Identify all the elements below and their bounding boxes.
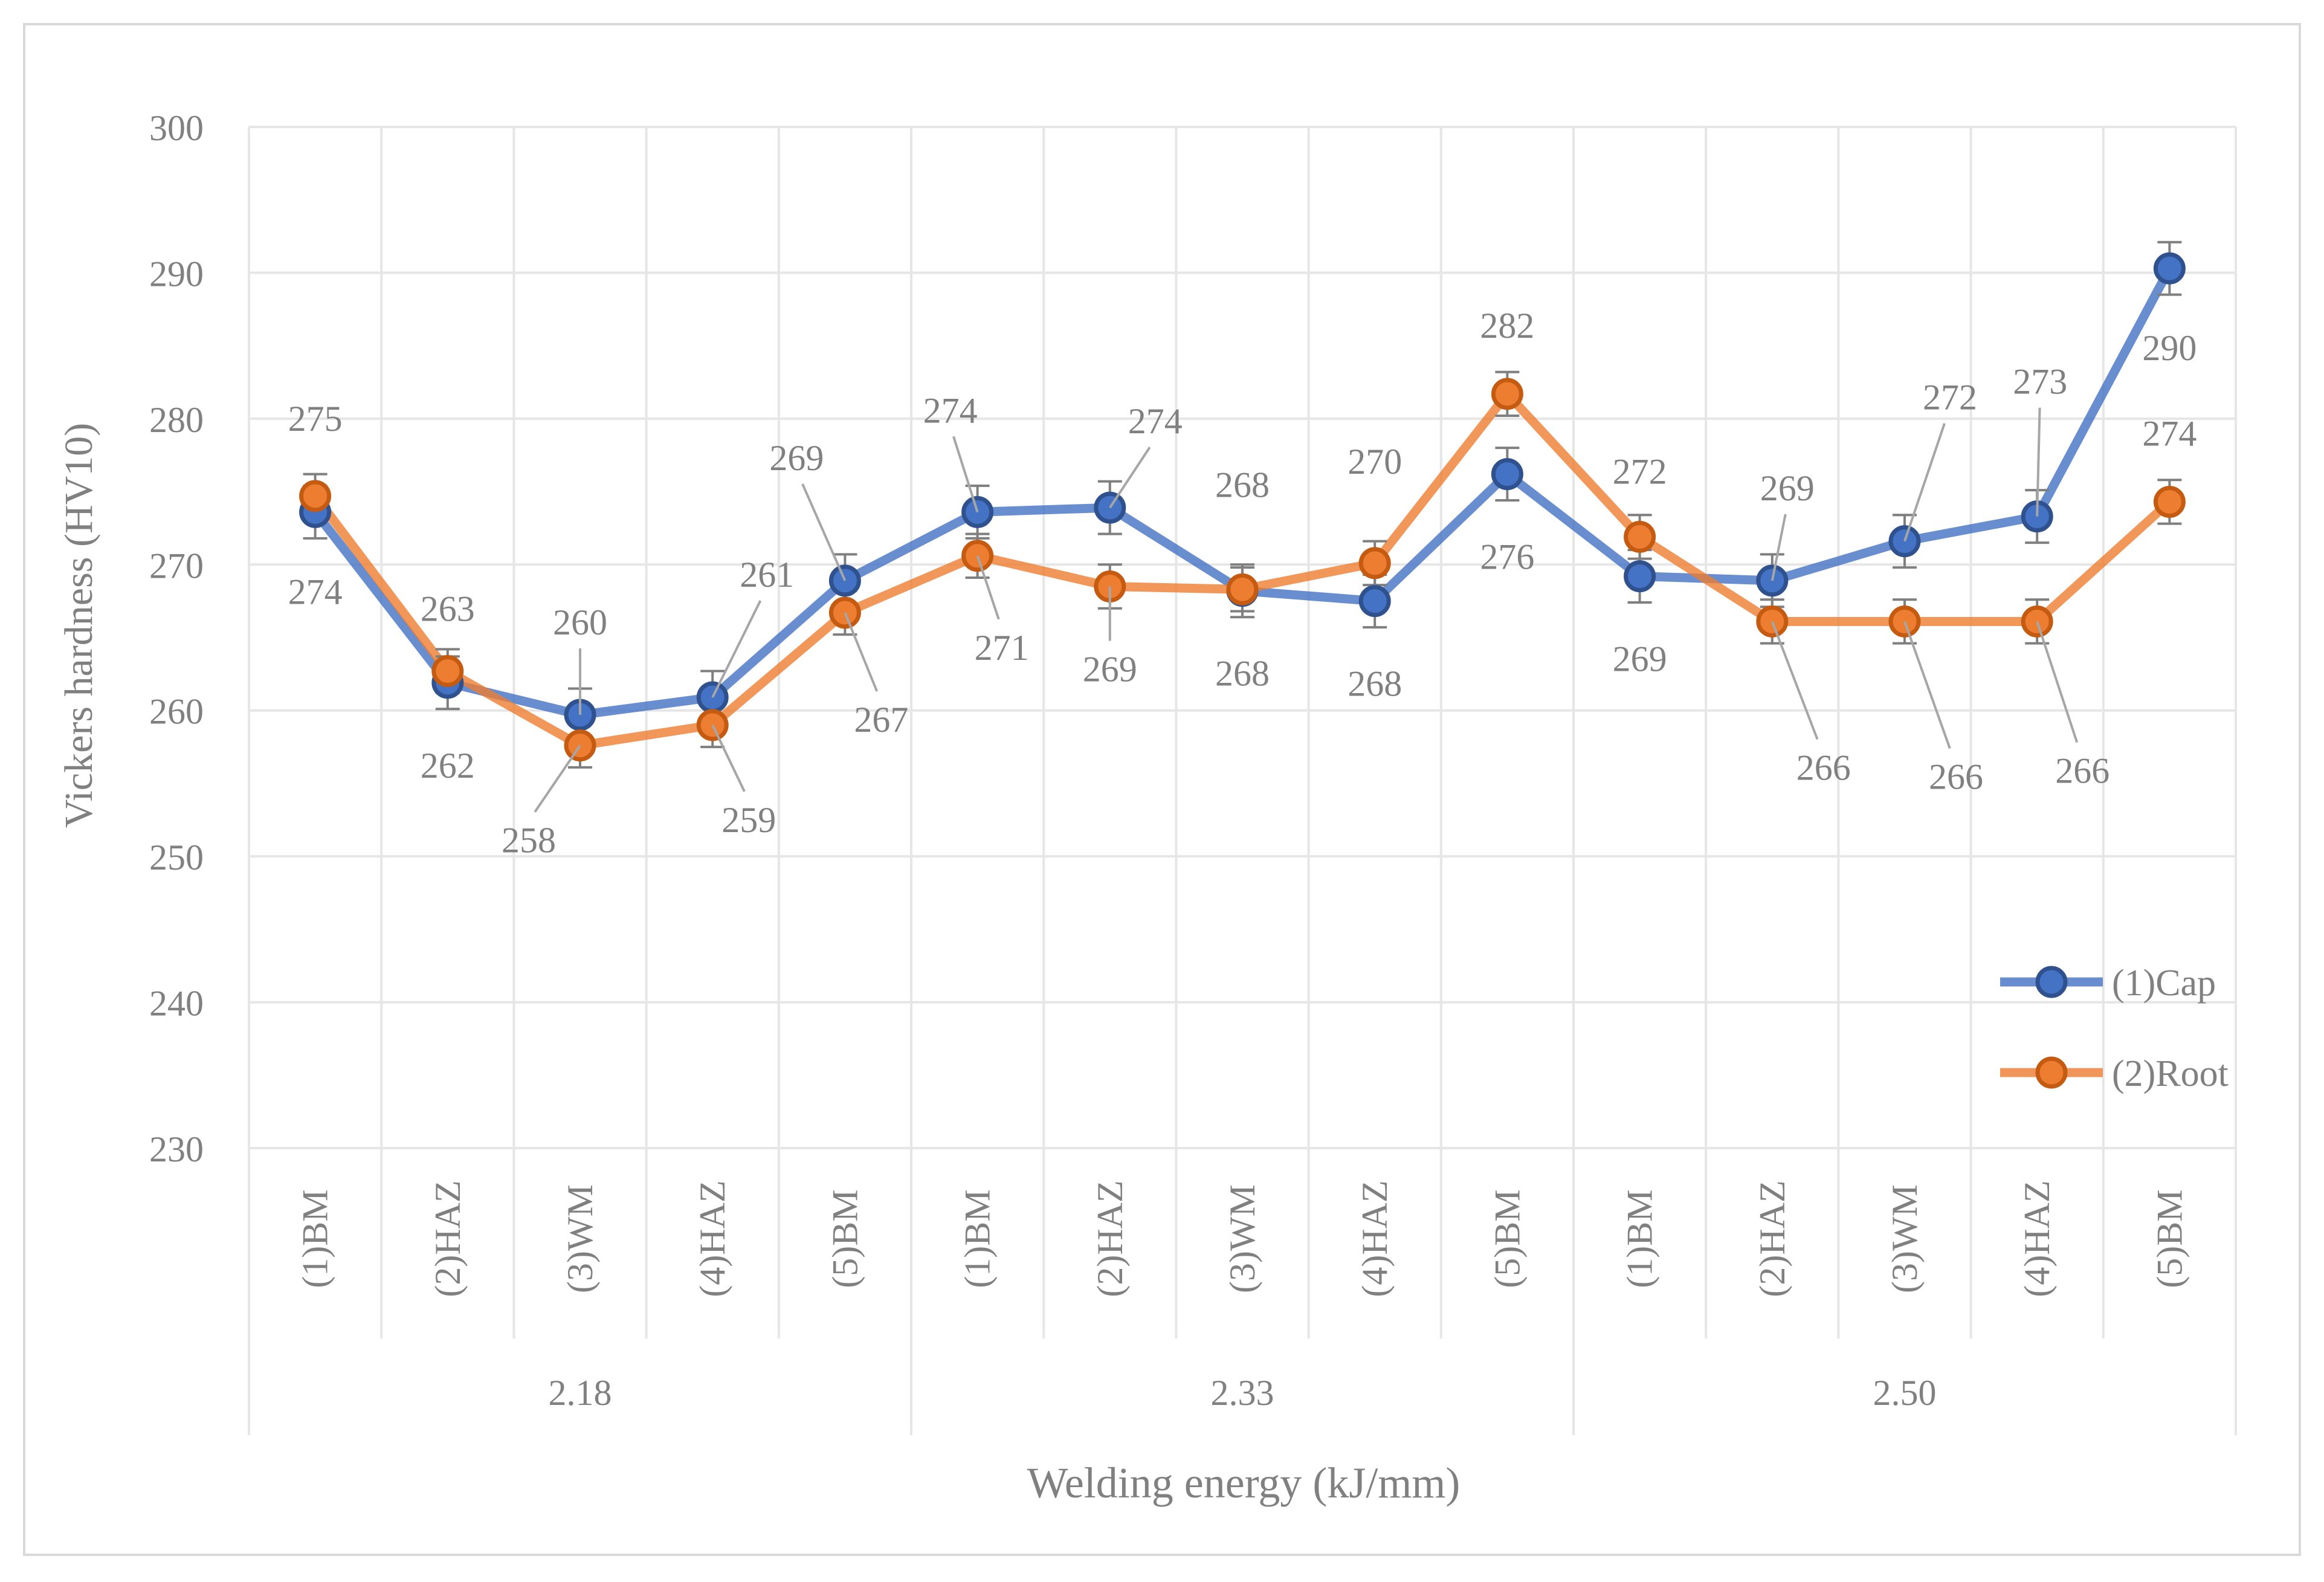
data-label: 274 [2142,413,2197,453]
data-label-leader [1109,447,1151,509]
data-label: 290 [2142,328,2197,368]
data-label: 269 [1083,650,1137,689]
data-label: 266 [1929,757,1983,796]
legend-item: (1)Cap [2000,963,2216,1004]
data-label: 272 [1923,378,1977,418]
x-category-label: (4)HAZ [692,1180,732,1297]
data-label: 266 [1796,747,1851,787]
data-point [1226,573,1259,605]
series [299,241,2186,769]
data-label: 263 [421,589,475,629]
x-group-label: 2.18 [549,1373,612,1413]
x-category-label: (1)BM [958,1189,998,1288]
data-label: 259 [721,800,776,840]
y-tick-label: 250 [149,838,204,877]
data-point [299,480,332,512]
data-label: 260 [553,602,607,642]
legend-swatch-marker [2035,1056,2068,1089]
data-label-leader [1903,423,1946,542]
y-tick-label: 230 [149,1129,204,1169]
data-label: 266 [2055,751,2109,790]
data-label-leader [534,744,581,813]
data-label: 272 [1613,451,1667,491]
x-category-label: (5)BM [825,1189,865,1288]
data-point [2153,485,2186,518]
data-labels: 274 262 260 261 269 274 274 268 268 276 269 269 272 2… [288,306,2197,860]
y-tick-label: 290 [149,254,204,294]
axes: 230 240 250 260 270 280 290 300 (1)BM (2)HAZ (3)WM… [149,108,2189,1413]
gridlines [248,126,2237,1435]
x-category-label: (5)BM [1487,1189,1527,1288]
data-label-leader [711,724,746,792]
data-label: 261 [740,555,794,595]
x-group-label: 2.33 [1211,1373,1274,1413]
data-label: 282 [1480,306,1534,346]
data-point [1624,560,1656,593]
data-label-leader [711,600,762,698]
y-tick-label: 240 [149,984,204,1024]
data-point [2153,252,2186,285]
data-point [1491,378,1523,410]
data-label: 274 [288,572,343,612]
x-category-label: (3)WM [560,1184,600,1293]
data-label: 274 [1128,401,1183,441]
data-label-leader [1770,514,1787,581]
legend-swatch-marker [2035,966,2068,998]
data-label: 275 [288,399,343,439]
data-label: 262 [421,746,475,786]
y-tick-label: 260 [149,692,204,732]
y-tick-label: 270 [149,546,204,586]
data-label: 273 [2013,362,2067,402]
legend-label: (2)Root [2112,1053,2229,1094]
data-label: 269 [1613,639,1667,679]
data-label: 274 [923,390,978,430]
data-label: 269 [1760,468,1815,508]
data-label: 268 [1215,654,1270,694]
data-label-leader [801,483,847,581]
x-group-label: 2.50 [1873,1373,1937,1413]
data-label: 267 [854,700,908,740]
x-category-label: (2)HAZ [428,1180,468,1297]
data-label-leader [2036,407,2041,517]
data-label: 276 [1480,537,1534,577]
x-category-label: (2)HAZ [1752,1180,1792,1297]
data-label-leader [844,612,879,692]
data-point [1358,585,1391,618]
data-label: 268 [1215,465,1270,505]
legend: (1)Cap (2)Root [2000,963,2229,1094]
y-tick-label: 300 [149,108,204,148]
x-category-label: (1)BM [295,1189,335,1288]
x-category-label: (4)HAZ [2017,1180,2057,1297]
data-point [1624,520,1656,553]
data-label-leader [1770,621,1819,740]
legend-label: (1)Cap [2112,963,2216,1004]
data-label: 270 [1348,442,1402,482]
data-label-leader [976,555,1000,620]
data-point [1491,458,1523,491]
x-category-label: (5)BM [2149,1189,2189,1288]
data-label: 268 [1348,664,1402,704]
x-category-label: (1)BM [1620,1189,1660,1288]
data-label: 269 [769,438,824,478]
x-category-label: (3)WM [1222,1184,1262,1293]
data-label: 271 [975,628,1029,668]
data-point [1358,547,1391,580]
x-axis-title: Welding energy (kJ/mm) [1027,1459,1461,1507]
x-category-label: (3)WM [1885,1184,1925,1293]
data-label-leader [2036,621,2079,743]
data-point [431,655,464,688]
x-category-label: (4)HAZ [1355,1180,1395,1297]
data-label-leader [952,436,979,512]
y-axis-title: Vickers hardness (HV10) [57,423,101,828]
chart-border [23,23,2301,1556]
x-category-label: (2)HAZ [1090,1180,1130,1297]
y-tick-label: 280 [149,400,204,440]
legend-item: (2)Root [2000,1053,2229,1094]
data-label-leader [1903,621,1951,749]
data-label: 258 [502,821,556,860]
